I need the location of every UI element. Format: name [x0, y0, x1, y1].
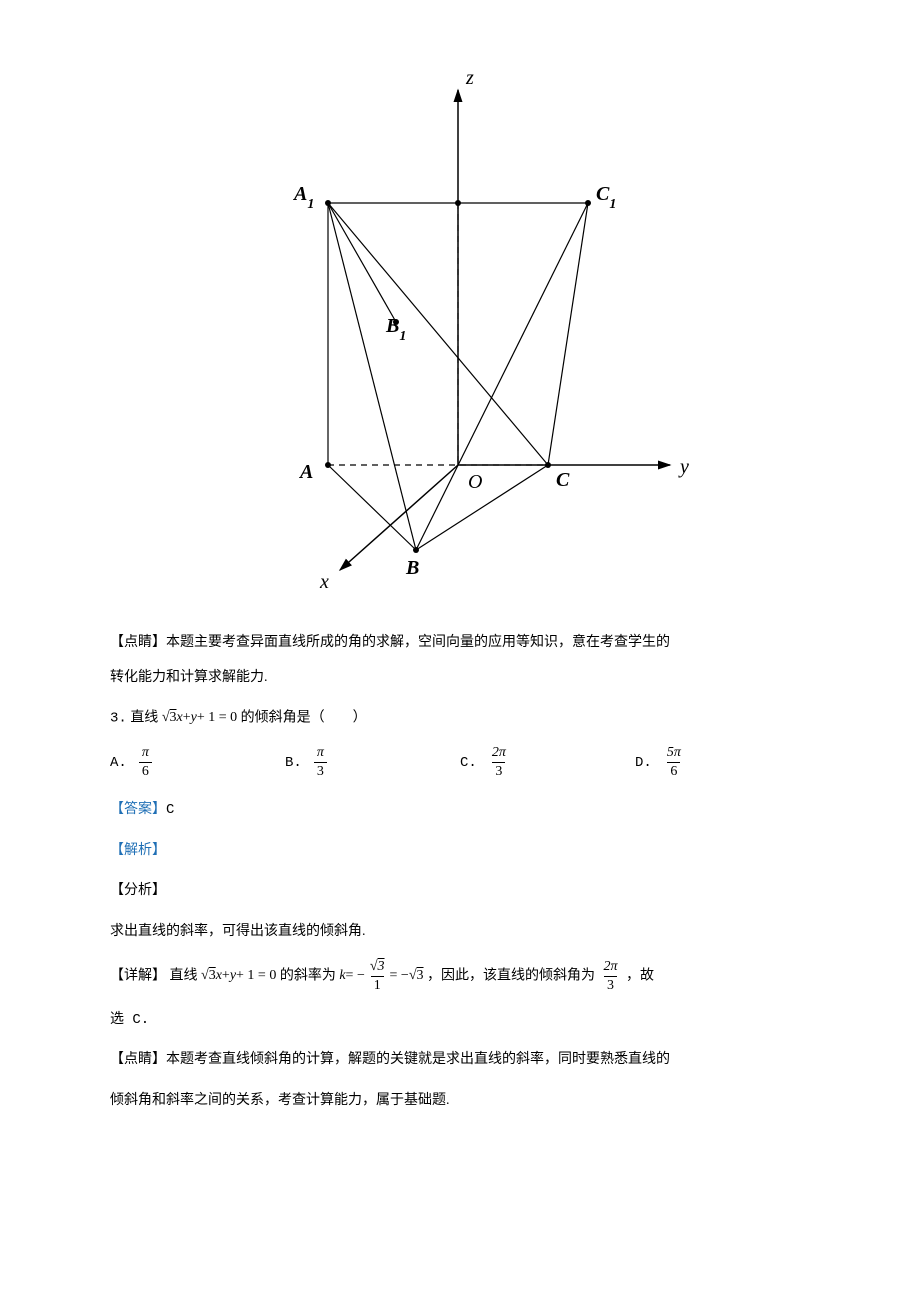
detail-mid2: ，因此，该直线的倾斜角为 [427, 968, 595, 983]
prism-coordinate-diagram: z y x O A C B A1 C1 B1 [200, 60, 720, 600]
svg-text:B: B [405, 557, 419, 579]
option-b-label: B. [285, 750, 302, 777]
detail-tail2: 选 C. [110, 1012, 149, 1028]
dianjing-2-text2: 倾斜角和斜率之间的关系，考查计算能力，属于基础题. [110, 1093, 450, 1108]
dianjing-2-label: 【点睛】 [110, 1052, 166, 1067]
question-number: 3. [110, 711, 127, 727]
option-a-fraction: π 6 [139, 746, 152, 779]
option-a: A. π 6 [110, 746, 285, 779]
option-a-label: A. [110, 750, 127, 777]
question-3-options: A. π 6 B. π 3 C. 2π 3 D. 5π 6 [110, 746, 810, 779]
dianjing-1-label: 【点睛】 [110, 635, 166, 650]
detail-tail: ，故 [626, 968, 654, 983]
option-c-fraction: 2π 3 [489, 746, 509, 779]
option-d-fraction: 5π 6 [664, 746, 684, 779]
stem-suffix: 的倾斜角是（ ） [241, 711, 367, 726]
svg-text:A: A [298, 461, 313, 483]
svg-text:C1: C1 [596, 183, 616, 212]
detail-angle-fraction: 2π 3 [601, 960, 621, 993]
analysis-label: 【解析】 [110, 843, 166, 858]
detail-line2: 选 C. [110, 1007, 810, 1034]
answer-value: C [166, 802, 174, 818]
dianjing-1-line1: 【点睛】本题主要考查异面直线所成的角的求解，空间向量的应用等知识，意在考查学生的 [110, 630, 810, 657]
fenxi-label: 【分析】 [110, 883, 166, 898]
geometry-diagram: z y x O A C B A1 C1 B1 [110, 60, 810, 600]
dianjing-1-text1: 本题主要考查异面直线所成的角的求解，空间向量的应用等知识，意在考查学生的 [166, 635, 670, 650]
dianjing-2-text1: 本题考查直线倾斜角的计算，解题的关键就是求出直线的斜率，同时要熟悉直线的 [166, 1052, 670, 1067]
option-c-label: C. [460, 750, 477, 777]
option-c: C. 2π 3 [460, 746, 635, 779]
svg-text:O: O [468, 471, 482, 493]
option-b-fraction: π 3 [314, 746, 327, 779]
detail-label: 【详解】 [110, 968, 166, 983]
stem-prefix: 直线 [130, 711, 158, 726]
option-d-label: D. [635, 750, 652, 777]
option-d: D. 5π 6 [635, 746, 810, 779]
dianjing-1-text2: 转化能力和计算求解能力. [110, 670, 268, 685]
detail-equation: √3x + y + 1 = 0 [201, 963, 276, 990]
fenxi-label-line: 【分析】 [110, 878, 810, 905]
question-3-stem: 3. 直线 √3x + y + 1 = 0 的倾斜角是（ ） [110, 705, 810, 732]
option-b: B. π 3 [285, 746, 460, 779]
dianjing-1-line2: 转化能力和计算求解能力. [110, 665, 810, 692]
detail-line1: 【详解】 直线 √3x + y + 1 = 0 的斜率为 k = − √3 1 … [110, 960, 810, 993]
stem-equation: √3x + y + 1 = 0 [162, 705, 237, 732]
answer-line: 【答案】C [110, 797, 810, 824]
fenxi-text: 求出直线的斜率，可得出该直线的倾斜角. [110, 919, 810, 946]
dianjing-2-line2: 倾斜角和斜率之间的关系，考查计算能力，属于基础题. [110, 1088, 810, 1115]
svg-text:C: C [556, 469, 570, 491]
svg-text:y: y [678, 456, 689, 478]
detail-k-expression: k = − √3 1 = −√3 [339, 960, 423, 993]
svg-text:A1: A1 [292, 183, 314, 212]
svg-text:x: x [319, 571, 329, 593]
svg-text:z: z [465, 67, 474, 89]
detail-pre: 直线 [170, 968, 198, 983]
answer-label: 【答案】 [110, 802, 166, 817]
svg-text:B1: B1 [385, 315, 406, 344]
analysis-label-line: 【解析】 [110, 838, 810, 865]
dianjing-2-line1: 【点睛】本题考查直线倾斜角的计算，解题的关键就是求出直线的斜率，同时要熟悉直线的 [110, 1047, 810, 1074]
detail-mid1: 的斜率为 [280, 968, 336, 983]
